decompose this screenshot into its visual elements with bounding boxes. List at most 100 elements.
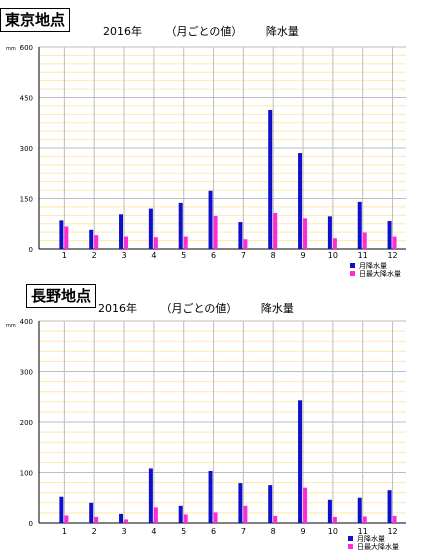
- bar-daily-max: [273, 212, 278, 249]
- bar-daily-max: [303, 218, 308, 249]
- x-tick-label: 1: [62, 527, 67, 536]
- station-title: 長野地点: [26, 284, 97, 308]
- metric-label: 降水量: [260, 302, 294, 315]
- bar-monthly: [238, 222, 243, 249]
- bar-monthly: [208, 190, 213, 249]
- x-tick-label: 9: [301, 251, 306, 260]
- bar-daily-max: [362, 232, 367, 249]
- bar-daily-max: [392, 515, 397, 523]
- x-tick-label: 3: [121, 251, 126, 260]
- x-tick-label: 6: [211, 527, 216, 536]
- year-label: 2016年: [103, 25, 142, 38]
- bar-daily-max: [213, 512, 218, 523]
- bar-daily-max: [213, 216, 218, 249]
- y-unit-label: mm: [6, 323, 16, 329]
- bar-monthly: [119, 214, 124, 249]
- period-label: （月ごとの値）: [165, 25, 243, 38]
- bar-daily-max: [64, 226, 69, 249]
- bar-daily-max: [183, 514, 188, 523]
- bar-daily-max: [392, 236, 397, 249]
- bar-monthly: [298, 400, 303, 523]
- x-tick-label: 11: [358, 251, 368, 260]
- bar-monthly: [327, 216, 332, 249]
- bar-daily-max: [243, 505, 248, 523]
- chart-header: 2016年 （月ごとの値） 降水量: [98, 300, 314, 316]
- y-tick-label: 200: [20, 419, 33, 427]
- bar-monthly: [59, 220, 64, 249]
- bar-daily-max: [153, 507, 158, 523]
- legend-label: 日最大降水量: [357, 542, 399, 551]
- bar-monthly: [89, 502, 94, 523]
- x-tick-label: 2: [92, 251, 97, 260]
- bar-monthly: [268, 485, 273, 523]
- bar-daily-max: [94, 516, 99, 523]
- bar-monthly: [387, 221, 392, 249]
- bar-monthly: [357, 497, 362, 523]
- bar-daily-max: [243, 239, 248, 249]
- bar-daily-max: [64, 515, 69, 523]
- y-tick-label: 100: [20, 470, 33, 478]
- legend-label: 月降水量: [359, 261, 387, 270]
- legend-swatch-daily-max: [348, 544, 353, 549]
- bar-monthly: [148, 208, 153, 249]
- bar-daily-max: [332, 238, 337, 249]
- bar-daily-max: [94, 235, 99, 249]
- x-tick-label: 9: [301, 527, 306, 536]
- metric-label: 降水量: [265, 25, 299, 38]
- bar-monthly: [59, 496, 64, 523]
- bar-monthly: [89, 229, 94, 249]
- bar-daily-max: [124, 236, 129, 249]
- year-label: 2016年: [98, 302, 137, 315]
- bar-daily-max: [273, 515, 278, 523]
- x-tick-label: 8: [271, 251, 276, 260]
- legend-label: 日最大降水量: [359, 269, 401, 278]
- bar-monthly: [208, 470, 213, 523]
- y-tick-label: 300: [20, 145, 33, 153]
- x-tick-label: 4: [151, 251, 156, 260]
- x-tick-label: 6: [211, 251, 216, 260]
- x-tick-label: 7: [241, 527, 246, 536]
- x-tick-label: 1: [62, 251, 67, 260]
- bar-monthly: [178, 202, 183, 249]
- bar-daily-max: [124, 519, 129, 523]
- x-tick-label: 7: [241, 251, 246, 260]
- y-tick-label: 150: [20, 196, 33, 204]
- x-tick-label: 11: [358, 527, 368, 536]
- y-tick-label: 0: [29, 246, 33, 254]
- legend-swatch-monthly: [350, 263, 355, 268]
- y-tick-label: 300: [20, 369, 33, 377]
- x-tick-label: 4: [151, 527, 156, 536]
- y-tick-label: 400: [20, 318, 33, 326]
- bar-daily-max: [153, 237, 158, 249]
- station-title: 東京地点: [0, 8, 71, 32]
- x-tick-label: 10: [328, 251, 338, 260]
- bar-monthly: [268, 109, 273, 249]
- y-tick-label: 0: [29, 520, 33, 528]
- x-tick-label: 12: [387, 251, 397, 260]
- chart-panel-nagano: 長野地点 2016年 （月ごとの値） 降水量 0 100 200 300 400 mm 1 2…: [0, 280, 429, 556]
- x-tick-label: 8: [271, 527, 276, 536]
- bar-daily-max: [303, 487, 308, 523]
- bar-monthly: [387, 490, 392, 523]
- x-tick-label: 2: [92, 527, 97, 536]
- bar-daily-max: [362, 516, 367, 523]
- bar-monthly: [298, 153, 303, 249]
- bar-monthly: [357, 201, 362, 249]
- bar-monthly: [148, 468, 153, 523]
- x-tick-label: 5: [181, 251, 186, 260]
- x-tick-label: 10: [328, 527, 338, 536]
- bar-monthly: [327, 499, 332, 523]
- bar-monthly: [119, 513, 124, 523]
- bar-daily-max: [183, 236, 188, 249]
- y-tick-label: 600: [20, 44, 33, 52]
- legend-swatch-monthly: [348, 536, 353, 541]
- chart-panel-tokyo: 東京地点 2016年 （月ごとの値） 降水量 0 150 300 450 600 mm 1 2…: [0, 8, 406, 278]
- y-unit-label: mm: [6, 46, 16, 52]
- x-tick-label: 12: [387, 527, 397, 536]
- x-tick-label: 3: [121, 527, 126, 536]
- legend-label: 月降水量: [357, 534, 385, 543]
- legend-swatch-daily-max: [350, 271, 355, 276]
- bar-monthly: [178, 505, 183, 523]
